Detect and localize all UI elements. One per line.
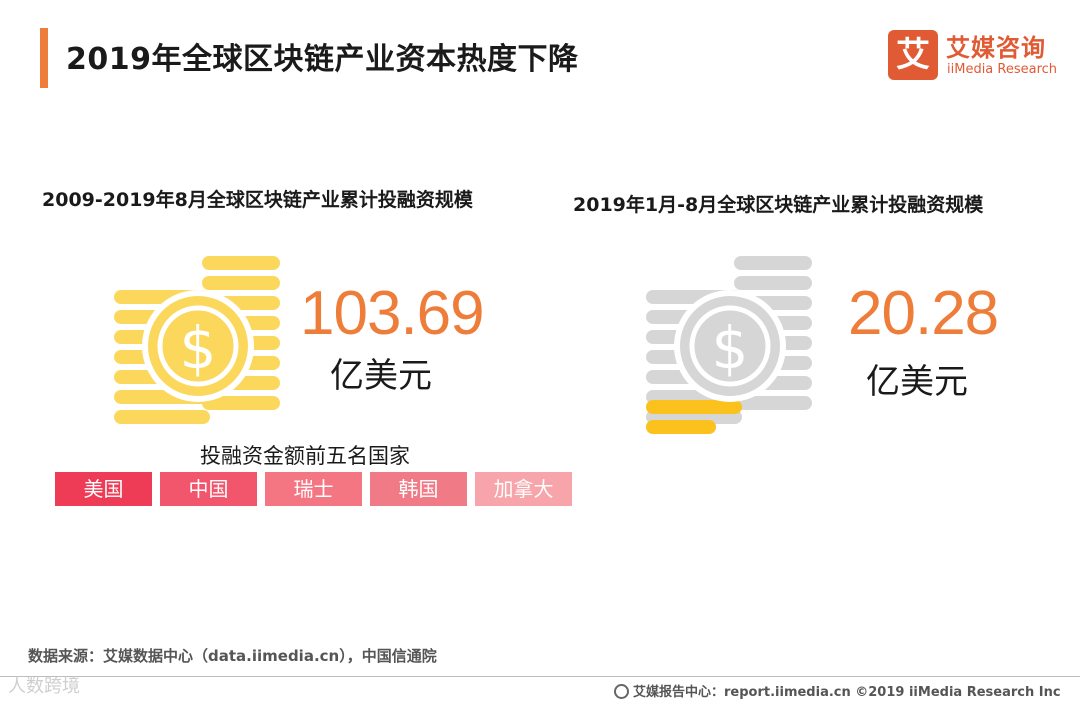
coin-layer [734, 256, 812, 270]
coin-ring [157, 305, 239, 387]
coin-stack-icon: $ [646, 256, 812, 434]
coin-layer [202, 276, 280, 290]
report-center-text: 艾媒报告中心：report.iimedia.cn ©2019 iiMedia R… [633, 685, 1061, 700]
period-value: 20.28 [848, 279, 999, 348]
coin-layer [202, 396, 280, 410]
dollar-sign-icon: $ [712, 314, 749, 382]
country-tag-5: 加拿大 [475, 472, 572, 506]
footer-divider [0, 676, 1080, 677]
page-title: 2019年全球区块链产业资本热度下降 [66, 42, 579, 77]
period-unit: 亿美元 [866, 362, 968, 402]
coin-layer [114, 410, 210, 424]
coin-ring [689, 305, 771, 387]
coin-stack-icon: $ [114, 256, 280, 424]
panel-left-title: 2009-2019年8月全球区块链产业累计投融资规模 [42, 189, 473, 211]
watermark: 人数跨境 [8, 676, 80, 697]
dollar-sign-icon: $ [180, 314, 217, 382]
coin-layer [734, 276, 812, 290]
coin-layer [734, 396, 812, 410]
panel-right-title: 2019年1月-8月全球区块链产业累计投融资规模 [573, 194, 984, 216]
coin-face [680, 296, 780, 396]
country-tag-1: 美国 [55, 472, 152, 506]
coin-layer-highlight [646, 420, 716, 434]
top5-countries: 美国 中国 瑞士 韩国 加拿大 [55, 472, 572, 506]
cumulative-value: 103.69 [300, 279, 485, 348]
globe-icon [614, 684, 629, 699]
cumulative-unit: 亿美元 [330, 356, 432, 396]
country-tag-3: 瑞士 [265, 472, 362, 506]
coin-layer [202, 256, 280, 270]
logo-english-name: iiMedia Research [947, 62, 1058, 77]
top5-label: 投融资金额前五名国家 [200, 444, 410, 468]
coin-face [148, 296, 248, 396]
country-tag-2: 中国 [160, 472, 257, 506]
brand-logo: 艾 艾媒咨询 iiMedia Research [888, 30, 1068, 82]
logo-chinese-name: 艾媒咨询 [946, 34, 1046, 62]
logo-mark: 艾 [888, 30, 938, 80]
coin-layer-highlight [646, 400, 742, 414]
data-source: 数据来源：艾媒数据中心（data.iimedia.cn），中国信通院 [28, 647, 437, 665]
report-center: 艾媒报告中心：report.iimedia.cn ©2019 iiMedia R… [614, 681, 1061, 700]
country-tag-4: 韩国 [370, 472, 467, 506]
title-accent-bar [40, 28, 48, 88]
